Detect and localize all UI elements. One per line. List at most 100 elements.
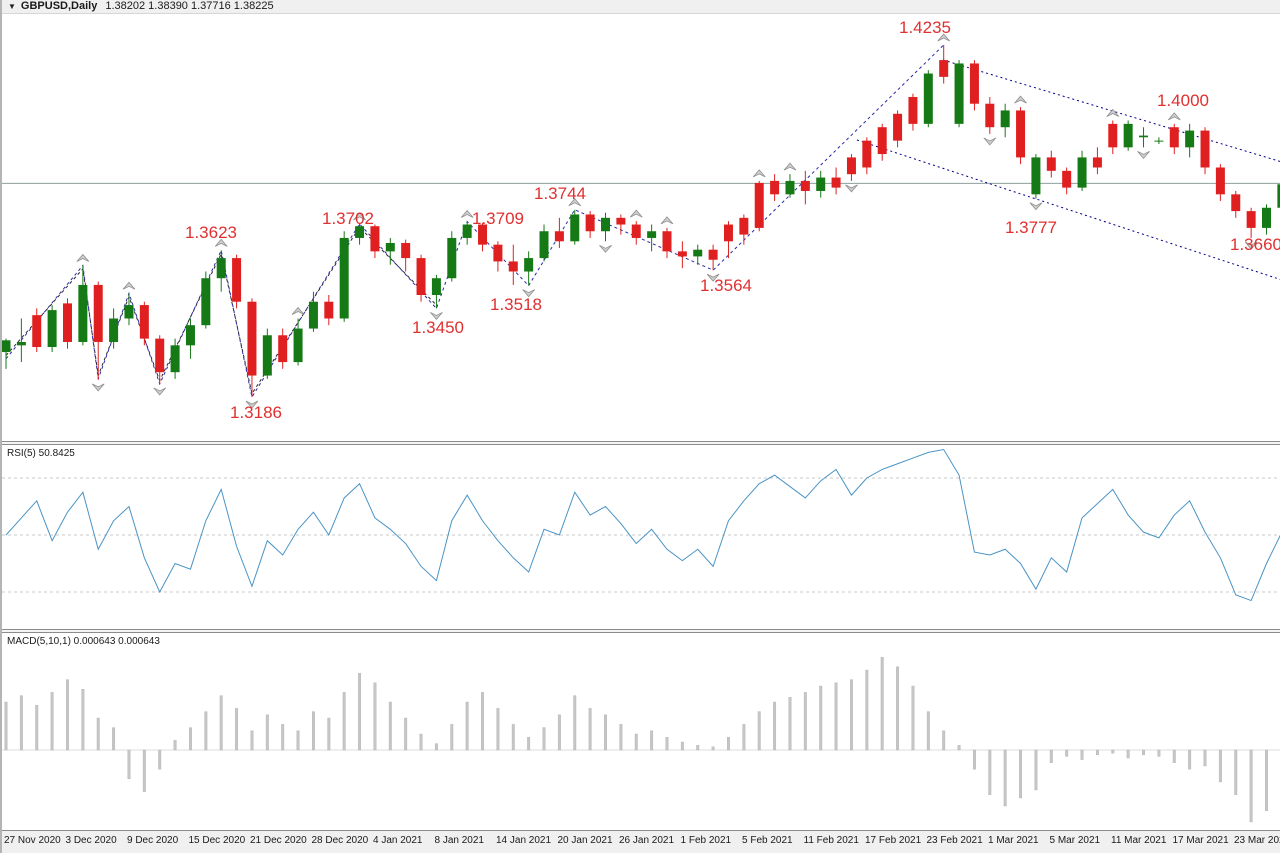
price-chart-pane[interactable]: 1.3623 1.3186 1.3702 1.3450 1.3709 1.3518 1.37…: [2, 14, 1280, 441]
date-label: 8 Jan 2021: [434, 835, 485, 846]
candle-body: [93, 284, 103, 342]
rsi-indicator-label: RSI(5) 50.8425: [7, 448, 75, 459]
symbol-period-label: GBPUSD,Daily: [20, 0, 98, 12]
candle-body: [816, 177, 826, 191]
price-annotation-label: 1.3450: [412, 318, 464, 337]
macd-histogram-bar: [880, 657, 884, 751]
date-label: 3 Dec 2020: [65, 835, 117, 846]
macd-histogram-bar: [619, 724, 623, 751]
macd-histogram-bar: [235, 708, 239, 751]
macd-histogram-bar: [972, 749, 976, 770]
macd-histogram-bar: [896, 666, 900, 751]
macd-histogram-bar: [388, 701, 392, 751]
pane-splitter-rsi-macd[interactable]: [2, 629, 1280, 633]
fractal-up-arrow-icon: [214, 238, 228, 247]
candle-body: [739, 217, 749, 235]
macd-histogram-bar: [66, 679, 69, 751]
candle-body: [539, 231, 549, 259]
candle-body: [524, 258, 534, 272]
candle-body: [78, 284, 88, 342]
candle-body: [723, 224, 733, 242]
macd-histogram-bar: [496, 708, 500, 751]
macd-histogram-bar: [727, 736, 730, 751]
date-label: 9 Dec 2020: [127, 835, 179, 846]
candle-body: [47, 310, 57, 348]
fractal-up-arrow-icon: [660, 216, 674, 225]
price-annotation-label: 1.3709: [472, 209, 524, 228]
candle-body: [754, 182, 764, 228]
candle-body: [32, 315, 42, 348]
macd-canvas[interactable]: [2, 633, 1280, 830]
macd-histogram-bar: [112, 727, 116, 751]
macd-histogram-bar: [1049, 749, 1053, 764]
rsi-canvas[interactable]: [2, 445, 1280, 629]
fractal-arrows-layer: [76, 33, 1258, 409]
macd-histogram-bar: [465, 701, 469, 751]
price-chart-canvas[interactable]: 1.3623 1.3186 1.3702 1.3450 1.3709 1.3518 1.37…: [2, 14, 1280, 441]
macd-histogram-bar: [588, 708, 592, 751]
fractal-up-arrow-icon: [122, 281, 136, 290]
candle-body: [831, 177, 841, 188]
macd-histogram-bar: [1249, 749, 1253, 823]
fractal-down-arrow-icon: [599, 244, 612, 253]
fractal-up-arrow-icon: [1014, 95, 1027, 104]
candle-body: [846, 157, 856, 175]
channel-upper-line[interactable]: [942, 59, 1280, 162]
rsi-indicator-pane[interactable]: RSI(5) 50.8425: [2, 445, 1280, 629]
candle-body: [16, 341, 26, 346]
macd-histogram-bar: [865, 669, 869, 751]
fractal-up-arrow-icon: [1106, 108, 1120, 117]
candle-body: [493, 244, 503, 262]
fractal-up-arrow-icon: [460, 209, 474, 218]
price-annotation-label: 1.3564: [700, 276, 752, 295]
macd-histogram-bar: [127, 749, 131, 779]
macd-histogram-bar: [1126, 749, 1130, 759]
date-label: 1 Mar 2021: [988, 835, 1039, 846]
candle-body: [508, 261, 518, 272]
macd-histogram-bar: [803, 692, 807, 751]
price-annotations-layer: 1.3623 1.3186 1.3702 1.3450 1.3709 1.3518 1.37…: [185, 18, 1280, 422]
macd-indicator-label: MACD(5,10,1) 0.000643 0.000643: [7, 636, 160, 647]
fractal-down-arrow-icon: [153, 387, 167, 396]
quote-ohlc-values: 1.38202 1.38390 1.37716 1.38225: [105, 0, 274, 12]
macd-histogram-bar: [1065, 749, 1069, 757]
candle-body: [478, 224, 488, 245]
candle-body: [1246, 211, 1256, 228]
time-axis[interactable]: 27 Nov 2020 3 Dec 2020 9 Dec 2020 15 Dec 20…: [2, 830, 1280, 853]
channel-lower-line[interactable]: [856, 139, 1280, 280]
macd-histogram-bar: [511, 724, 515, 751]
candle-body: [877, 127, 887, 155]
macd-histogram-bar: [557, 714, 561, 751]
macd-histogram-bar: [265, 714, 269, 751]
date-label: 15 Dec 2020: [188, 835, 246, 846]
candle-body: [908, 97, 918, 124]
macd-histogram-bar: [189, 727, 192, 751]
fractal-up-arrow-icon: [568, 198, 582, 207]
candle-body: [969, 63, 979, 104]
macd-histogram-bar: [419, 733, 423, 751]
pane-splitter-price-rsi[interactable]: [2, 441, 1280, 445]
macd-histogram-bar: [819, 685, 823, 751]
candle-body: [1169, 127, 1179, 148]
macd-histogram-bar: [204, 711, 208, 751]
price-annotation-label: 1.3777: [1005, 218, 1057, 237]
collapse-chart-icon[interactable]: ▼: [8, 2, 16, 11]
macd-histogram-bar: [1218, 749, 1222, 783]
candle-body: [554, 231, 564, 242]
price-annotation-label: 1.4000: [1157, 91, 1209, 110]
macd-indicator-pane[interactable]: MACD(5,10,1) 0.000643 0.000643: [2, 633, 1280, 830]
candle-body: [232, 258, 242, 302]
macd-histogram-bar: [50, 692, 54, 751]
date-label: 20 Jan 2021: [557, 835, 613, 846]
zigzag-blue-line: [5, 44, 945, 399]
price-annotation-label: 1.3623: [185, 223, 237, 242]
candle-body: [355, 226, 365, 238]
candle-body: [1262, 207, 1272, 228]
macd-histogram-bar: [711, 746, 715, 751]
macd-histogram-bar: [834, 682, 838, 751]
candle-body: [1016, 110, 1026, 158]
fractal-down-arrow-icon: [706, 273, 720, 282]
macd-histogram-bar: [634, 733, 638, 751]
candle-body: [1139, 135, 1149, 138]
date-label: 14 Jan 2021: [496, 835, 552, 846]
